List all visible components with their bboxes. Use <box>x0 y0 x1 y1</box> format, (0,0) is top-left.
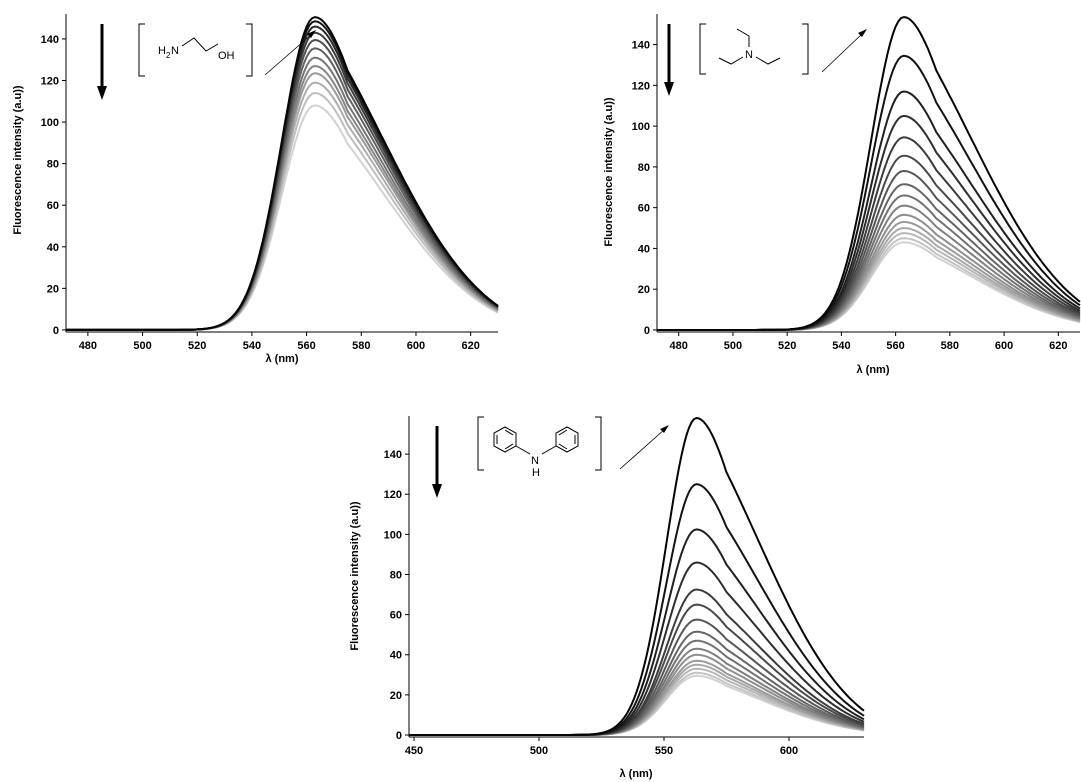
x-tick-label: 600 <box>995 340 1013 352</box>
tick-group: 480 500 520 540 560 580 600 620 0 20 40 60 80 100 120 1… <box>41 34 480 352</box>
y-axis-label: Fluorescence intensity (a.u)) <box>349 501 361 650</box>
emission-curve <box>409 416 865 736</box>
x-tick-label: 600 <box>407 340 425 352</box>
y-tick-label: 140 <box>41 34 59 46</box>
curve-group <box>409 416 865 736</box>
down-arrow-icon <box>432 426 442 498</box>
y-tick-label: 60 <box>638 203 650 215</box>
x-tick-label: 540 <box>832 340 850 352</box>
y-tick-label: 100 <box>632 121 650 133</box>
y-tick-label: 140 <box>632 40 650 52</box>
x-tick-label: 500 <box>133 340 151 352</box>
x-tick-label: 620 <box>461 340 479 352</box>
y-tick-label: 40 <box>638 243 650 255</box>
x-tick-label: 600 <box>780 745 798 757</box>
curve-group <box>657 16 1081 331</box>
y-tick-label: 120 <box>384 489 402 501</box>
molecule-diphenylamine: N H <box>477 416 602 479</box>
up-right-arrow-icon <box>821 29 867 73</box>
curve-group <box>66 16 499 331</box>
y-tick-label: 40 <box>390 650 402 662</box>
y-tick-label: 120 <box>632 80 650 92</box>
down-arrow-icon <box>664 24 674 96</box>
y-tick-label: 60 <box>390 610 402 622</box>
x-tick-label: 620 <box>1049 340 1067 352</box>
y-tick-label: 0 <box>396 730 402 742</box>
x-tick-label: 450 <box>405 745 423 757</box>
up-right-arrow-icon <box>264 30 316 76</box>
emission-curve <box>66 72 499 331</box>
y-tick-label: 20 <box>47 283 59 295</box>
y-tick-label: 0 <box>53 325 59 337</box>
y-tick-label: 0 <box>644 325 650 337</box>
chart-diphenylamine: 450 500 550 600 0 20 40 60 80 100 120 140 λ (nm) Fl… <box>349 416 865 780</box>
x-tick-label: 580 <box>941 340 959 352</box>
atom-h: H <box>532 467 540 479</box>
molecule-ethanolamine: H 2 N OH <box>138 23 253 77</box>
tick-group: 480 500 520 540 560 580 600 620 0 20 40 60 80 100 120 1… <box>632 40 1068 352</box>
y-tick-label: 20 <box>390 690 402 702</box>
up-right-arrow-icon <box>619 425 669 470</box>
y-tick-label: 140 <box>384 449 402 461</box>
x-tick-label: 560 <box>297 340 315 352</box>
x-tick-label: 500 <box>724 340 742 352</box>
emission-curve <box>66 81 499 331</box>
y-tick-label: 80 <box>390 569 402 581</box>
molecule-triethylamine: N <box>699 23 809 75</box>
down-arrow-icon <box>97 24 107 100</box>
x-axis-label: λ (nm) <box>620 768 653 780</box>
y-tick-label: 120 <box>41 76 59 88</box>
atom-oh: OH <box>218 50 235 62</box>
atom-h: H <box>158 45 166 57</box>
x-tick-label: 480 <box>79 340 97 352</box>
atom-subscript-2: 2 <box>166 51 171 60</box>
x-tick-label: 480 <box>670 340 688 352</box>
x-tick-label: 550 <box>655 745 673 757</box>
emission-curve <box>657 16 1081 331</box>
chart-triethylamine: 480 500 520 540 560 580 600 620 0 20 40 60 80 100 120 1… <box>603 14 1081 376</box>
y-tick-label: 80 <box>47 159 59 171</box>
tick-group: 450 500 550 600 0 20 40 60 80 100 120 140 <box>384 449 799 757</box>
y-axis-label: Fluorescence intensity (a.u)) <box>603 97 615 246</box>
emission-curve <box>66 16 499 331</box>
y-tick-label: 80 <box>638 162 650 174</box>
x-tick-label: 520 <box>188 340 206 352</box>
y-tick-label: 100 <box>384 529 402 541</box>
x-tick-label: 500 <box>530 745 548 757</box>
atom-n: N <box>745 49 753 61</box>
emission-curve <box>66 91 499 331</box>
x-tick-label: 580 <box>352 340 370 352</box>
x-tick-label: 520 <box>778 340 796 352</box>
y-tick-label: 40 <box>47 242 59 254</box>
chart-ethanolamine: 480 500 520 540 560 580 600 620 0 20 40 60 80 100 120 1… <box>12 14 499 365</box>
x-tick-label: 560 <box>886 340 904 352</box>
y-tick-label: 100 <box>41 117 59 129</box>
y-axis-label: Fluorescence intensity (a.u)) <box>12 85 24 234</box>
y-tick-label: 60 <box>47 200 59 212</box>
x-axis-label: λ (nm) <box>857 364 890 376</box>
y-tick-label: 20 <box>638 284 650 296</box>
x-tick-label: 540 <box>243 340 261 352</box>
x-axis-label: λ (nm) <box>266 353 299 365</box>
atom-n: N <box>531 455 539 467</box>
atom-n: N <box>171 45 179 57</box>
